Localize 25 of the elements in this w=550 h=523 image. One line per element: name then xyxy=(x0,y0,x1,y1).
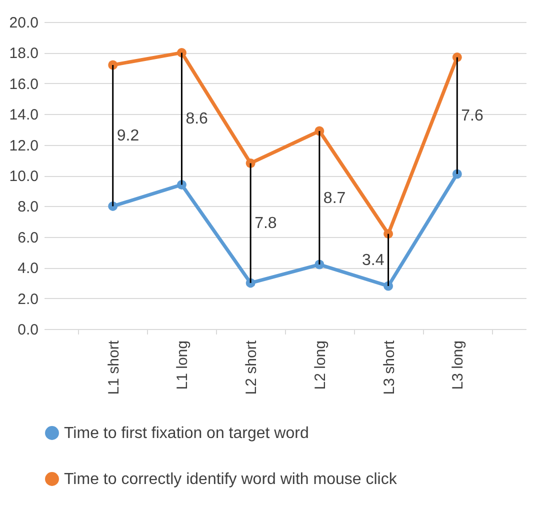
y-tick-label: 18.0 xyxy=(9,45,38,62)
legend-label: Time to first fixation on target word xyxy=(64,425,309,442)
legend-label: Time to correctly identify word with mouse click xyxy=(64,471,398,488)
y-tick-label: 14.0 xyxy=(9,106,38,124)
y-tick-label: 12.0 xyxy=(9,137,38,154)
data-label: 9.2 xyxy=(116,128,140,145)
y-tick-label: 20.0 xyxy=(9,14,38,32)
y-tick-label: 10.0 xyxy=(9,168,38,185)
x-tick-label: L2 long xyxy=(312,340,329,390)
y-tick-label: 2.0 xyxy=(18,290,38,308)
data-label: 3.4 xyxy=(362,252,384,269)
x-tick-label: L2 short xyxy=(243,340,260,395)
y-tick-label: 4.0 xyxy=(18,260,38,278)
y-tick-label: 0.0 xyxy=(18,322,38,338)
y-tick-label: 8.0 xyxy=(18,198,38,216)
x-tick-label: L1 long xyxy=(174,340,192,390)
y-tick-label: 16.0 xyxy=(9,76,38,93)
data-label: 7.6 xyxy=(461,108,484,125)
x-tick-label: L1 short xyxy=(105,340,122,395)
data-label: 8.7 xyxy=(323,190,346,207)
y-tick-label: 6.0 xyxy=(18,229,38,246)
x-tick-label: L3 long xyxy=(450,340,467,390)
data-label: 8.6 xyxy=(186,110,208,128)
data-label: 7.8 xyxy=(254,215,277,232)
x-tick-label: L3 short xyxy=(380,340,398,395)
